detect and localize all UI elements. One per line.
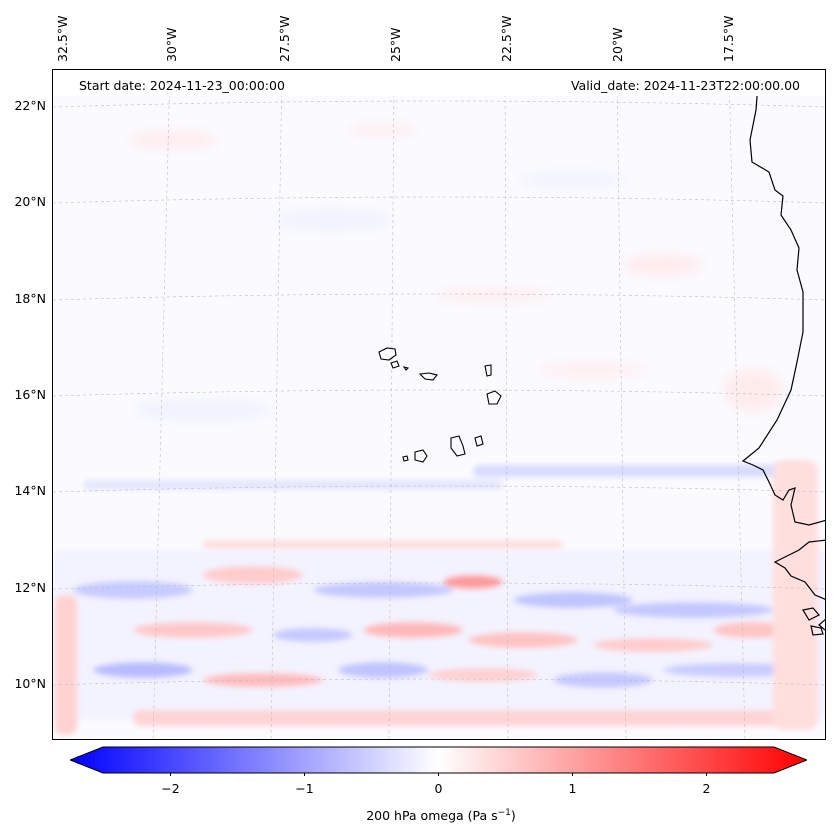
- lon-label-17-5w: 17.5°W: [721, 15, 736, 62]
- island-fogo: [414, 449, 428, 463]
- date-header: [53, 70, 825, 96]
- island-maio: [474, 435, 484, 447]
- lon-label-30w: 30°W: [164, 27, 179, 62]
- lon-label-27-5w: 27.5°W: [277, 15, 292, 62]
- graticule-lat-16n: [53, 389, 825, 397]
- island-brava: [402, 455, 409, 462]
- graticule-lat-20n: [53, 196, 825, 204]
- colorbar-label-close: ): [510, 808, 516, 824]
- island-sao-nicolau: [418, 372, 438, 381]
- colorbar-label: 200 hPa omega (Pa s−1): [366, 808, 516, 823]
- coastline-guinea: [818, 618, 825, 631]
- island-santiago: [450, 435, 466, 457]
- graticule-lat-22n: [53, 100, 825, 108]
- colorbar-tick-minus-1: −1: [295, 781, 314, 796]
- colorbar-label-exponent: −1: [497, 808, 511, 818]
- graticule-lon-22-5w: [504, 70, 509, 739]
- island-sao-vicente: [390, 360, 400, 369]
- colorbar: [70, 746, 807, 776]
- lat-label-18n: 18°N: [14, 291, 46, 306]
- graticule-lat-12n: [53, 582, 825, 590]
- graticule-lat-18n: [53, 293, 825, 301]
- colorbar-body: [70, 746, 807, 774]
- lat-label-22n: 22°N: [14, 98, 46, 113]
- map-canvas: [53, 70, 825, 739]
- lon-label-20w: 20°W: [610, 27, 625, 62]
- omega-field-southern: [53, 460, 825, 735]
- colorbar-tick-2: 2: [702, 781, 711, 796]
- lon-label-25w: 25°W: [388, 27, 403, 62]
- coastline-bijagos: [802, 607, 820, 621]
- cape-verde-islands: [378, 347, 502, 463]
- graticule: [53, 70, 825, 739]
- island-boa-vista: [486, 390, 502, 405]
- lat-label-14n: 14°N: [14, 483, 46, 498]
- graticule-lat-14n: [53, 485, 825, 493]
- colorbar-tick-1: 1: [568, 781, 577, 796]
- omega-field-upper: [128, 123, 783, 420]
- lat-label-12n: 12°N: [14, 580, 46, 595]
- graticule-lon-27-5w: [270, 70, 283, 739]
- coastline-west-africa: [741, 70, 825, 526]
- colorbar-tick-0: 0: [434, 781, 443, 796]
- coastline: [741, 70, 825, 636]
- island-sal: [484, 364, 492, 377]
- colorbar-tick-minus-2: −2: [161, 781, 180, 796]
- graticule-lon-20w: [616, 70, 627, 739]
- lat-label-20n: 20°N: [14, 194, 46, 209]
- map-plot-area: [52, 69, 826, 740]
- coastline-islet: [810, 625, 824, 636]
- graticule-lat-10n: [53, 678, 825, 686]
- coastline-guinea-bissau: [773, 539, 825, 600]
- start-date-label: Start date: 2024-11-23_00:00:00: [79, 78, 285, 93]
- lat-label-16n: 16°N: [14, 387, 46, 402]
- graticule-lon-17-5w: [728, 70, 746, 739]
- graticule-lon-25w: [388, 70, 395, 739]
- lat-label-10n: 10°N: [14, 676, 46, 691]
- island-santa-luzia: [402, 366, 410, 371]
- omega-field-band-14n: [83, 465, 803, 550]
- island-santo-antao: [378, 347, 397, 361]
- lon-label-22-5w: 22.5°W: [499, 15, 514, 62]
- colorbar-ticks: [170, 773, 707, 776]
- lon-label-32-5w: 32.5°W: [55, 15, 70, 62]
- graticule-lon-30w: [152, 70, 171, 739]
- valid-date-label: Valid_date: 2024-11-23T22:00:00.00: [570, 78, 800, 93]
- colorbar-label-text: 200 hPa omega (Pa s: [366, 808, 498, 824]
